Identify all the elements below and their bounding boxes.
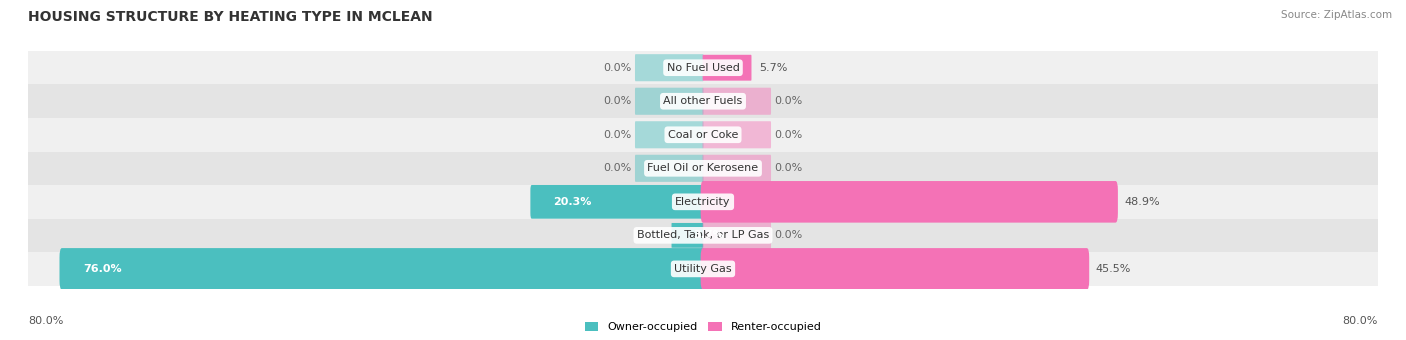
Text: 0.0%: 0.0% — [775, 163, 803, 173]
Text: 80.0%: 80.0% — [28, 317, 63, 326]
Bar — [28, 219, 1378, 252]
Text: Bottled, Tank, or LP Gas: Bottled, Tank, or LP Gas — [637, 231, 769, 240]
Text: HOUSING STRUCTURE BY HEATING TYPE IN MCLEAN: HOUSING STRUCTURE BY HEATING TYPE IN MCL… — [28, 10, 433, 24]
FancyBboxPatch shape — [700, 181, 1118, 223]
Text: 3.7%: 3.7% — [693, 231, 724, 240]
FancyBboxPatch shape — [530, 185, 704, 219]
FancyBboxPatch shape — [636, 155, 703, 182]
FancyBboxPatch shape — [703, 222, 770, 249]
FancyBboxPatch shape — [703, 55, 751, 81]
Text: 0.0%: 0.0% — [603, 96, 631, 106]
FancyBboxPatch shape — [636, 54, 703, 81]
Legend: Owner-occupied, Renter-occupied: Owner-occupied, Renter-occupied — [581, 317, 825, 337]
FancyBboxPatch shape — [703, 121, 770, 148]
Text: Coal or Coke: Coal or Coke — [668, 130, 738, 140]
Text: No Fuel Used: No Fuel Used — [666, 63, 740, 73]
Text: Fuel Oil or Kerosene: Fuel Oil or Kerosene — [647, 163, 759, 173]
Bar — [28, 185, 1378, 219]
Text: 0.0%: 0.0% — [775, 130, 803, 140]
FancyBboxPatch shape — [700, 248, 1090, 290]
Text: 0.0%: 0.0% — [775, 96, 803, 106]
Text: 0.0%: 0.0% — [603, 63, 631, 73]
Text: 48.9%: 48.9% — [1123, 197, 1160, 207]
FancyBboxPatch shape — [636, 121, 703, 148]
FancyBboxPatch shape — [672, 223, 703, 248]
FancyBboxPatch shape — [703, 88, 770, 115]
Text: 0.0%: 0.0% — [603, 130, 631, 140]
FancyBboxPatch shape — [636, 88, 703, 115]
Text: Electricity: Electricity — [675, 197, 731, 207]
Text: All other Fuels: All other Fuels — [664, 96, 742, 106]
Bar — [28, 252, 1378, 286]
FancyBboxPatch shape — [59, 248, 706, 290]
Bar — [28, 118, 1378, 152]
Text: Utility Gas: Utility Gas — [675, 264, 731, 274]
Text: 76.0%: 76.0% — [83, 264, 121, 274]
Text: 0.0%: 0.0% — [775, 231, 803, 240]
Bar — [28, 51, 1378, 84]
Text: 0.0%: 0.0% — [603, 163, 631, 173]
Text: 5.7%: 5.7% — [759, 63, 787, 73]
Text: 20.3%: 20.3% — [553, 197, 591, 207]
FancyBboxPatch shape — [703, 155, 770, 182]
Bar — [28, 84, 1378, 118]
Bar — [28, 152, 1378, 185]
Text: Source: ZipAtlas.com: Source: ZipAtlas.com — [1281, 10, 1392, 20]
Text: 45.5%: 45.5% — [1095, 264, 1130, 274]
Text: 80.0%: 80.0% — [1343, 317, 1378, 326]
